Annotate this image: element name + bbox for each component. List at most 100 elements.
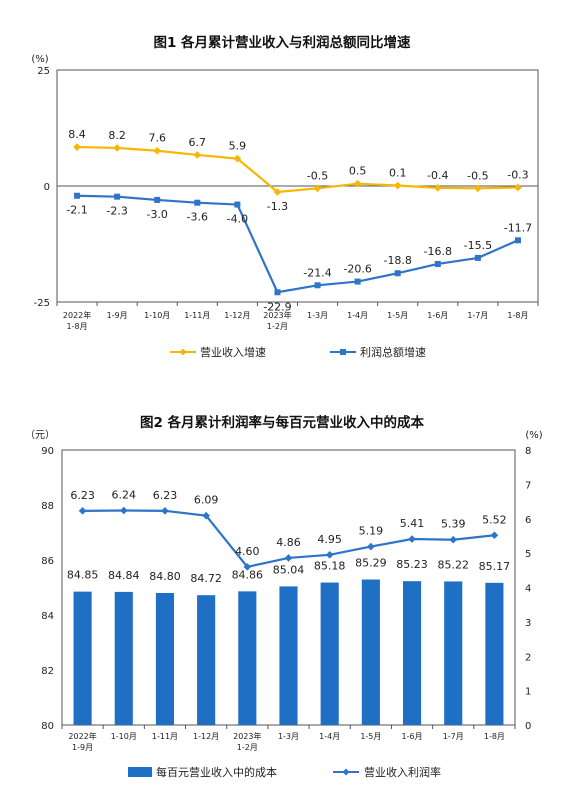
bar [402,581,422,725]
x-tick-label: 2022年 [63,310,91,320]
y-right-tick-label: 0 [525,721,531,732]
data-label: 0.5 [349,165,367,178]
bar [197,595,216,725]
bar-label: 84.85 [67,569,99,582]
data-label: 5.39 [441,518,466,531]
data-point [114,193,121,200]
x-tick-label: 2023年 [263,310,291,320]
data-point [153,146,162,155]
series-line-2 [77,194,519,294]
bar-label: 85.17 [479,560,511,573]
data-label: -20.6 [343,263,371,276]
data-point [273,188,282,196]
data-label: -16.8 [424,245,452,258]
legend-swatch [128,767,152,777]
data-point [449,535,458,544]
data-point [274,289,281,296]
data-label: 8.4 [68,128,86,141]
legend-label: 每百元营业收入中的成本 [156,765,277,779]
bar-label: 85.23 [396,558,428,571]
bar-label: 85.22 [437,558,469,571]
data-point [161,507,169,515]
data-point [353,179,362,188]
x-tick-label: 1-3月 [278,732,299,741]
y-right-tick-label: 5 [525,549,531,560]
chart-1: 图1 各月累计营业收入与利润总额同比增速 (%) 25 0 -25 2022年 1-8… [31,34,539,359]
data-point [325,551,334,559]
data-point [408,535,416,543]
legend-marker [179,348,187,356]
data-label: -1.3 [267,200,288,213]
y-left-tick-label: 80 [41,721,54,732]
chart-1-title: 图1 各月累计营业收入与利润总额同比增速 [153,34,411,51]
data-label: -4.0 [227,213,248,226]
data-point [73,143,81,151]
y-left-tick-label: 86 [41,556,54,567]
y-right-tick-label: 7 [525,480,531,491]
data-point [474,254,481,261]
bar [114,591,133,725]
x-tick-label: 1-3月 [307,311,328,320]
y-right-tick-label: 6 [525,515,531,526]
y-left-tick-label: 82 [41,666,54,677]
data-label: 7.6 [148,132,166,145]
data-label: 6.24 [112,489,137,502]
bar-label: 85.18 [314,560,346,573]
y-tick-label: -25 [34,298,50,309]
data-point [433,184,442,192]
data-point [474,184,482,193]
bar [361,579,380,725]
data-label: -0.5 [467,169,488,182]
x-tick-label: 1-8月 [507,311,528,320]
legend-label: 利润总额增速 [360,345,426,359]
y-tick-label: 0 [44,182,50,193]
data-label: -22.9 [263,300,291,313]
data-point [234,201,241,208]
legend-marker [342,768,350,776]
bar [279,586,298,725]
data-point [193,151,202,159]
data-label: -0.5 [307,169,328,182]
data-point [514,183,522,192]
x-tick-label: 1-9月 [107,311,128,320]
bar-label: 84.72 [190,572,222,585]
data-point [354,278,361,285]
data-point [313,184,322,193]
x-tick-label: 1-5月 [387,311,408,320]
data-label: -21.4 [303,266,331,279]
x-tick-label: 1-2月 [237,743,258,752]
bar-label: 84.86 [232,568,264,581]
data-label: -0.4 [427,169,448,182]
data-label: 5.41 [400,517,425,530]
data-label: -0.3 [507,168,528,181]
data-point [154,196,161,203]
x-tick-label: 1-6月 [402,732,423,741]
x-tick-label: 1-4月 [319,732,340,741]
x-tick-label: 1-11月 [184,311,210,320]
data-label: 4.60 [235,545,260,558]
x-tick-label: 1-12月 [224,311,250,320]
data-point [434,260,441,267]
data-label: 5.9 [229,140,247,153]
data-label: -3.6 [187,211,208,224]
bar [155,593,175,725]
data-label: 6.23 [153,489,178,502]
bar-label: 84.80 [149,570,181,583]
bar [73,591,92,725]
data-label: 8.2 [108,129,126,142]
x-tick-label: 1-6月 [427,311,448,320]
x-tick-label: 1-4月 [347,311,368,320]
data-label: 4.95 [317,533,342,546]
data-point [367,542,375,551]
series-line-1 [77,145,518,194]
x-tick-label: 1-10月 [111,732,137,741]
data-label: 6.7 [189,136,207,149]
y-right-tick-label: 3 [525,618,531,629]
data-label: 4.86 [276,536,301,549]
data-point [194,199,201,206]
bar-label: 85.04 [273,563,305,576]
data-label: -11.7 [504,221,532,234]
chart-2-title: 图2 各月累计利润率与每百元营业收入中的成本 [140,414,425,431]
bar [444,581,463,725]
data-point [514,237,521,244]
